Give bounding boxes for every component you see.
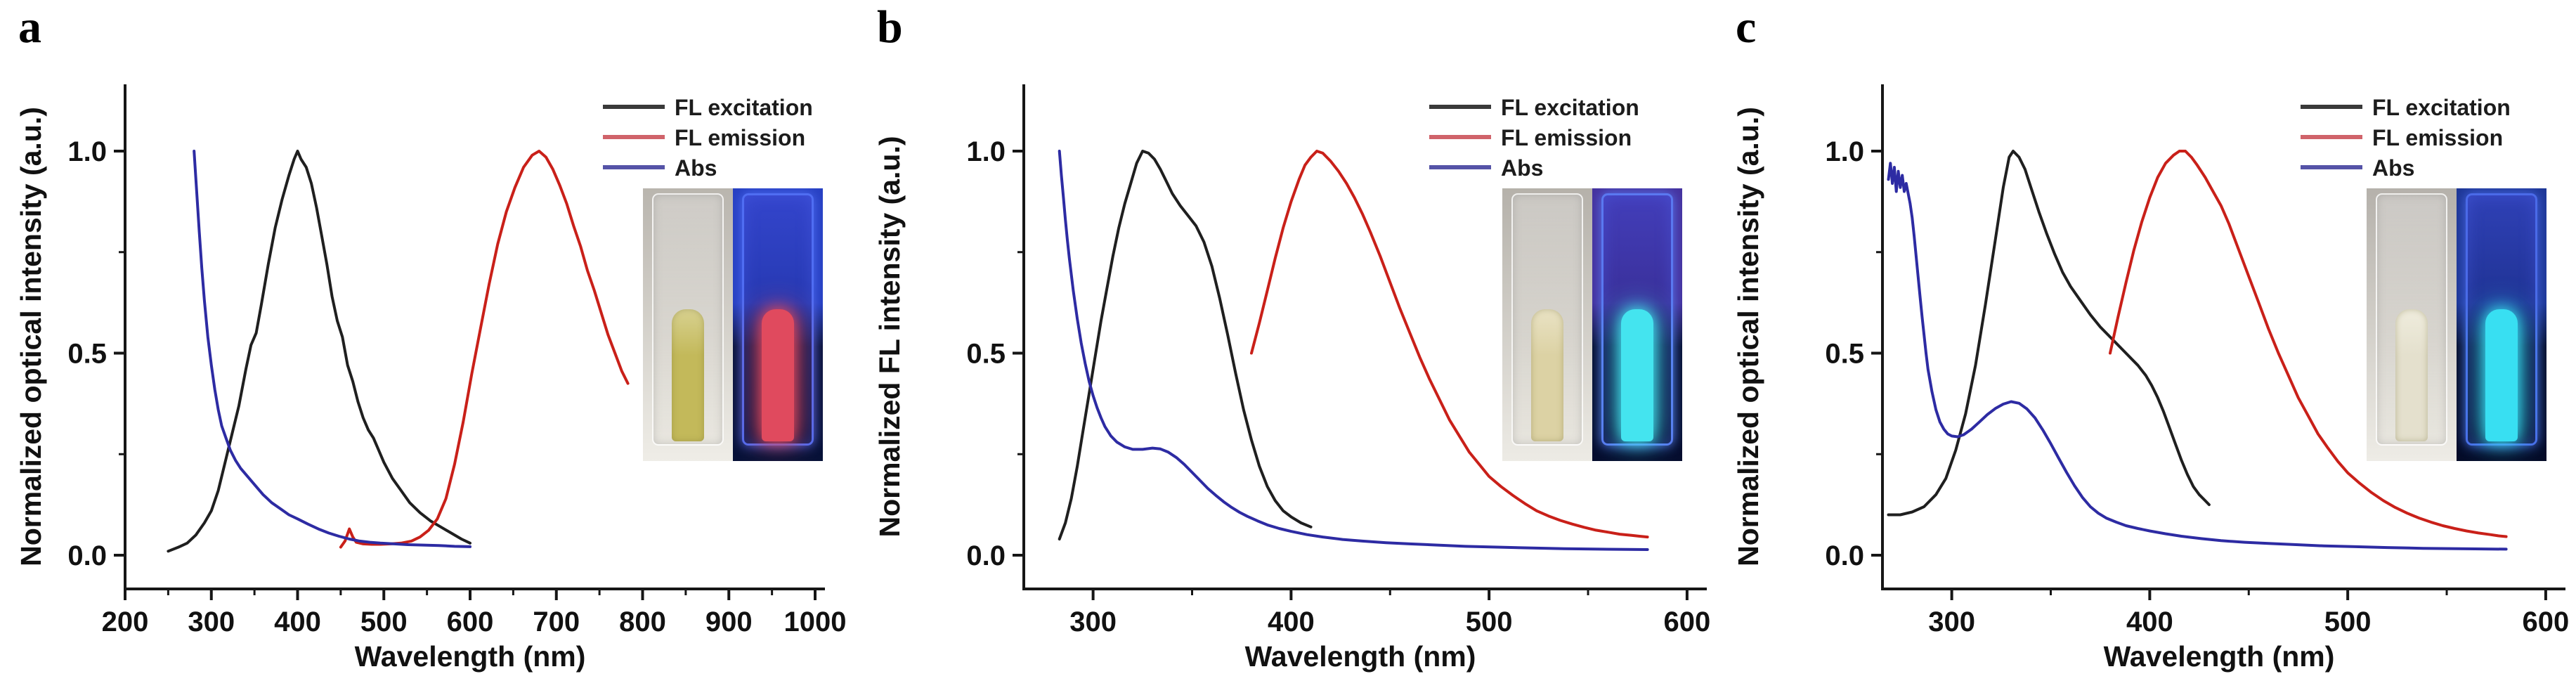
cuvette-photos-inset: [1502, 188, 1682, 461]
cuvette-photos-inset: [643, 188, 823, 461]
curve-fl-excitation: [167, 150, 471, 553]
legend-label-fl-excitation: FL excitation: [675, 95, 813, 120]
x-tick-label: 700: [533, 607, 580, 637]
x-tick-label: 200: [102, 607, 149, 637]
cuvette-photos-inset: [2367, 188, 2546, 461]
x-tick-label: 500: [2324, 607, 2372, 637]
panel-b-letter: b: [877, 1, 903, 53]
y-tick-label: 1.0: [67, 136, 107, 167]
y-tick-label: 1.0: [1825, 136, 1864, 167]
liquid-column: [1531, 309, 1563, 441]
legend-label-abs: Abs: [2372, 155, 2414, 181]
liquid-column: [2395, 309, 2428, 441]
panel-c-letter: c: [1736, 1, 1757, 53]
curve-abs: [1058, 150, 1649, 551]
y-tick-label: 0.0: [966, 540, 1006, 571]
x-tick-label: 500: [1466, 607, 1513, 637]
y-axis-label: Normalized optical intensity (a.u.): [15, 107, 47, 566]
x-tick-label: 400: [1268, 607, 1315, 637]
x-tick-label: 400: [2126, 607, 2173, 637]
x-tick-label: 300: [1069, 607, 1117, 637]
y-axis-label: Normalized optical intensity (a.u.): [1732, 107, 1764, 566]
panel-a-chart: 200 300 400 500 600 700 800 900 1000 0.0 0.5 1.0 Wav…: [15, 84, 847, 673]
uv-cuvette-photo: [733, 188, 823, 461]
x-tick-label: 600: [1664, 607, 1711, 637]
x-tick-label: 600: [2523, 607, 2570, 637]
curve-fl-emission: [339, 150, 630, 549]
legend-label-abs: Abs: [1501, 155, 1543, 181]
x-tick-label: 500: [360, 607, 408, 637]
curve-fl-emission: [1250, 150, 1649, 539]
panel-b: b 300 400 500 600 0.0 0.5 1.0 Wavelength (nm) No…: [859, 0, 1717, 681]
panel-c: c 300 400 500 600 0.0 0.5 1.0 Wavelength (nm) No…: [1717, 0, 2576, 681]
y-axis-label: Normalized FL intensity (a.u.): [873, 136, 906, 537]
daylight-cuvette-photo: [643, 188, 733, 461]
x-tick-label: 300: [1928, 607, 1975, 637]
panel-a: a 200 300 400 500 600 700 800 900 1000 0.0 0.5 1.0 W…: [0, 0, 859, 681]
y-tick-label: 0.5: [966, 339, 1006, 370]
glowing-liquid-column: [762, 309, 794, 441]
x-axis-label: Wavelength (nm): [2104, 640, 2335, 673]
y-tick-label: 0.0: [1825, 540, 1864, 571]
y-tick-label: 0.0: [67, 540, 107, 571]
legend-label-fl-excitation: FL excitation: [1501, 95, 1639, 120]
x-tick-label: 900: [705, 607, 753, 637]
daylight-cuvette-photo: [1502, 188, 1592, 461]
curve-fl-excitation: [1887, 150, 2211, 517]
glowing-liquid-column: [1621, 309, 1653, 441]
legend-label-abs: Abs: [675, 155, 717, 181]
glowing-liquid-column: [2485, 309, 2518, 441]
curve-abs: [193, 150, 471, 548]
x-tick-label: 300: [188, 607, 235, 637]
curve-fl-excitation: [1058, 150, 1313, 540]
uv-cuvette-photo: [1592, 188, 1682, 461]
uv-cuvette-photo: [2457, 188, 2546, 461]
daylight-cuvette-photo: [2367, 188, 2457, 461]
x-axis-label: Wavelength (nm): [1245, 640, 1476, 673]
panel-c-chart: 300 400 500 600 0.0 0.5 1.0 Wavelength (nm) Norm…: [1732, 84, 2570, 673]
curve-abs: [1887, 162, 2508, 551]
legend-label-fl-emission: FL emission: [1501, 125, 1632, 150]
panel-a-letter: a: [18, 1, 41, 53]
legend-label-fl-emission: FL emission: [675, 125, 805, 150]
x-tick-label: 600: [447, 607, 494, 637]
legend-label-fl-excitation: FL excitation: [2372, 95, 2511, 120]
y-tick-label: 0.5: [67, 339, 107, 370]
y-tick-label: 0.5: [1825, 339, 1864, 370]
x-tick-label: 1000: [784, 607, 847, 637]
y-tick-label: 1.0: [966, 136, 1006, 167]
legend-label-fl-emission: FL emission: [2372, 125, 2503, 150]
x-tick-label: 800: [619, 607, 666, 637]
liquid-column: [672, 309, 704, 441]
x-axis-label: Wavelength (nm): [355, 640, 586, 673]
curve-fl-emission: [2109, 150, 2508, 538]
panel-b-chart: 300 400 500 600 0.0 0.5 1.0 Wavelength (nm) Norm…: [873, 84, 1711, 673]
x-tick-label: 400: [274, 607, 321, 637]
